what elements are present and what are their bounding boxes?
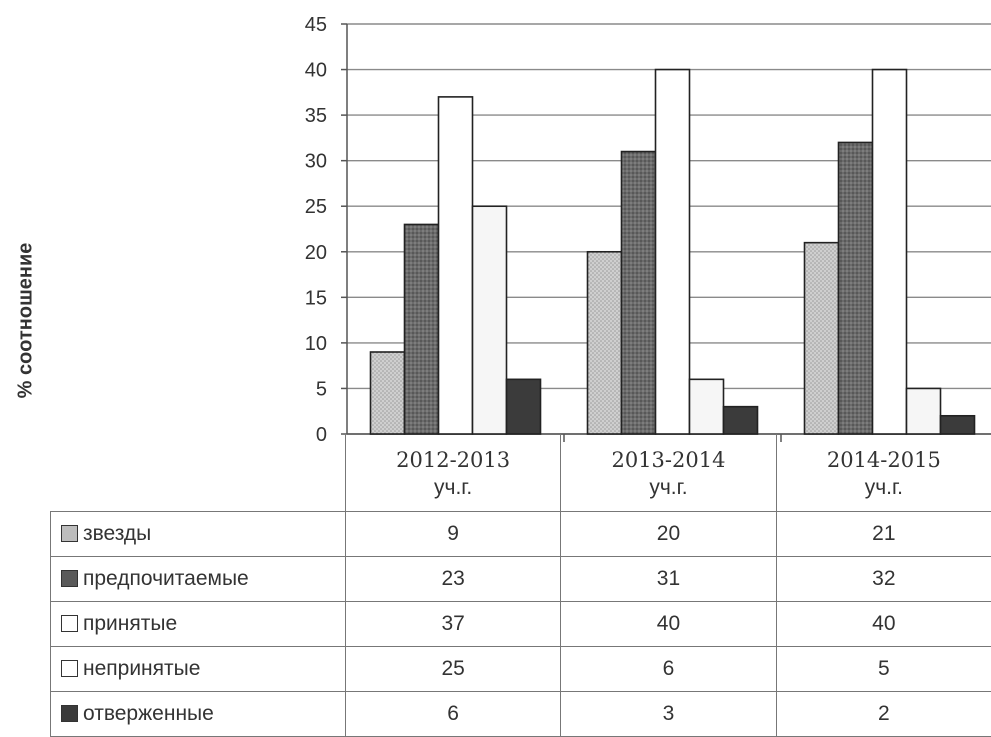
y-tick-label: 35 xyxy=(305,105,327,127)
legend-entry: звезды xyxy=(51,512,346,557)
y-tick-label: 45 xyxy=(305,14,327,36)
bar-непринятые xyxy=(690,379,724,434)
table-cell: 31 xyxy=(561,557,776,602)
bar-принятые xyxy=(656,70,690,434)
bar-отверженные xyxy=(941,416,975,434)
table-cell: 6 xyxy=(561,647,776,692)
table-cell: 25 xyxy=(345,647,560,692)
table-cell: 20 xyxy=(561,512,776,557)
legend-label: звезды xyxy=(83,522,151,545)
bar-принятые xyxy=(873,70,907,434)
y-tick-label: 5 xyxy=(316,378,327,400)
table-corner xyxy=(51,434,346,512)
table-cell: 9 xyxy=(345,512,560,557)
legend-label: принятые xyxy=(83,612,177,635)
legend-label: предпочитаемые xyxy=(83,567,249,590)
table-cell: 40 xyxy=(776,602,991,647)
legend-swatch xyxy=(61,525,78,542)
category-cell: 2013-2014 уч.г. xyxy=(561,434,776,512)
table-cell: 3 xyxy=(561,692,776,737)
y-tick-label: 20 xyxy=(305,242,327,264)
table-cell: 37 xyxy=(345,602,560,647)
data-table: 2012-2013 уч.г. 2013-2014 уч.г. 2014-201… xyxy=(50,434,991,737)
table-cell: 32 xyxy=(776,557,991,602)
legend-entry: предпочитаемые xyxy=(51,557,346,602)
y-tick-label: 10 xyxy=(305,333,327,355)
category-sublabel: уч.г. xyxy=(346,475,560,501)
bar-звезды xyxy=(371,352,405,434)
legend-swatch xyxy=(61,570,78,587)
table-row: непринятые 25 6 5 xyxy=(51,647,991,692)
y-tick-label: 15 xyxy=(305,287,327,309)
table-cell: 2 xyxy=(776,692,991,737)
bar-предпочитаемые xyxy=(405,224,439,434)
legend-swatch xyxy=(61,615,78,632)
bar-принятые xyxy=(439,97,473,434)
bar-отверженные xyxy=(507,379,541,434)
bar-непринятые xyxy=(907,388,941,434)
bar-предпочитаемые xyxy=(839,142,873,434)
legend-entry: принятые xyxy=(51,602,346,647)
bar-отверженные xyxy=(724,407,758,434)
category-label: 2014-2015 xyxy=(777,445,991,475)
y-tick-label: 25 xyxy=(305,196,327,218)
bar-звезды xyxy=(805,243,839,434)
table-cell: 23 xyxy=(345,557,560,602)
category-sublabel: уч.г. xyxy=(777,475,991,501)
bar-звезды xyxy=(588,252,622,434)
y-tick-label: 30 xyxy=(305,151,327,173)
category-cell: 2012-2013 уч.г. xyxy=(345,434,560,512)
category-label: 2013-2014 xyxy=(561,445,775,475)
legend-entry: отверженные xyxy=(51,692,346,737)
legend-label: отверженные xyxy=(83,702,214,725)
table-row: принятые 37 40 40 xyxy=(51,602,991,647)
table-cell: 6 xyxy=(345,692,560,737)
category-sublabel: уч.г. xyxy=(561,475,775,501)
table-header-row: 2012-2013 уч.г. 2013-2014 уч.г. 2014-201… xyxy=(51,434,991,512)
table-cell: 40 xyxy=(561,602,776,647)
legend-entry: непринятые xyxy=(51,647,346,692)
bar-предпочитаемые xyxy=(622,152,656,434)
y-tick-label: 40 xyxy=(305,60,327,82)
bar-непринятые xyxy=(473,206,507,434)
table-cell: 21 xyxy=(776,512,991,557)
table-row: отверженные 6 3 2 xyxy=(51,692,991,737)
table-row: предпочитаемые 23 31 32 xyxy=(51,557,991,602)
legend-label: непринятые xyxy=(83,657,200,680)
legend-swatch xyxy=(61,705,78,722)
table-cell: 5 xyxy=(776,647,991,692)
table-row: звезды 9 20 21 xyxy=(51,512,991,557)
category-label: 2012-2013 xyxy=(346,445,560,475)
legend-swatch xyxy=(61,660,78,677)
category-cell: 2014-2015 уч.г. xyxy=(776,434,991,512)
